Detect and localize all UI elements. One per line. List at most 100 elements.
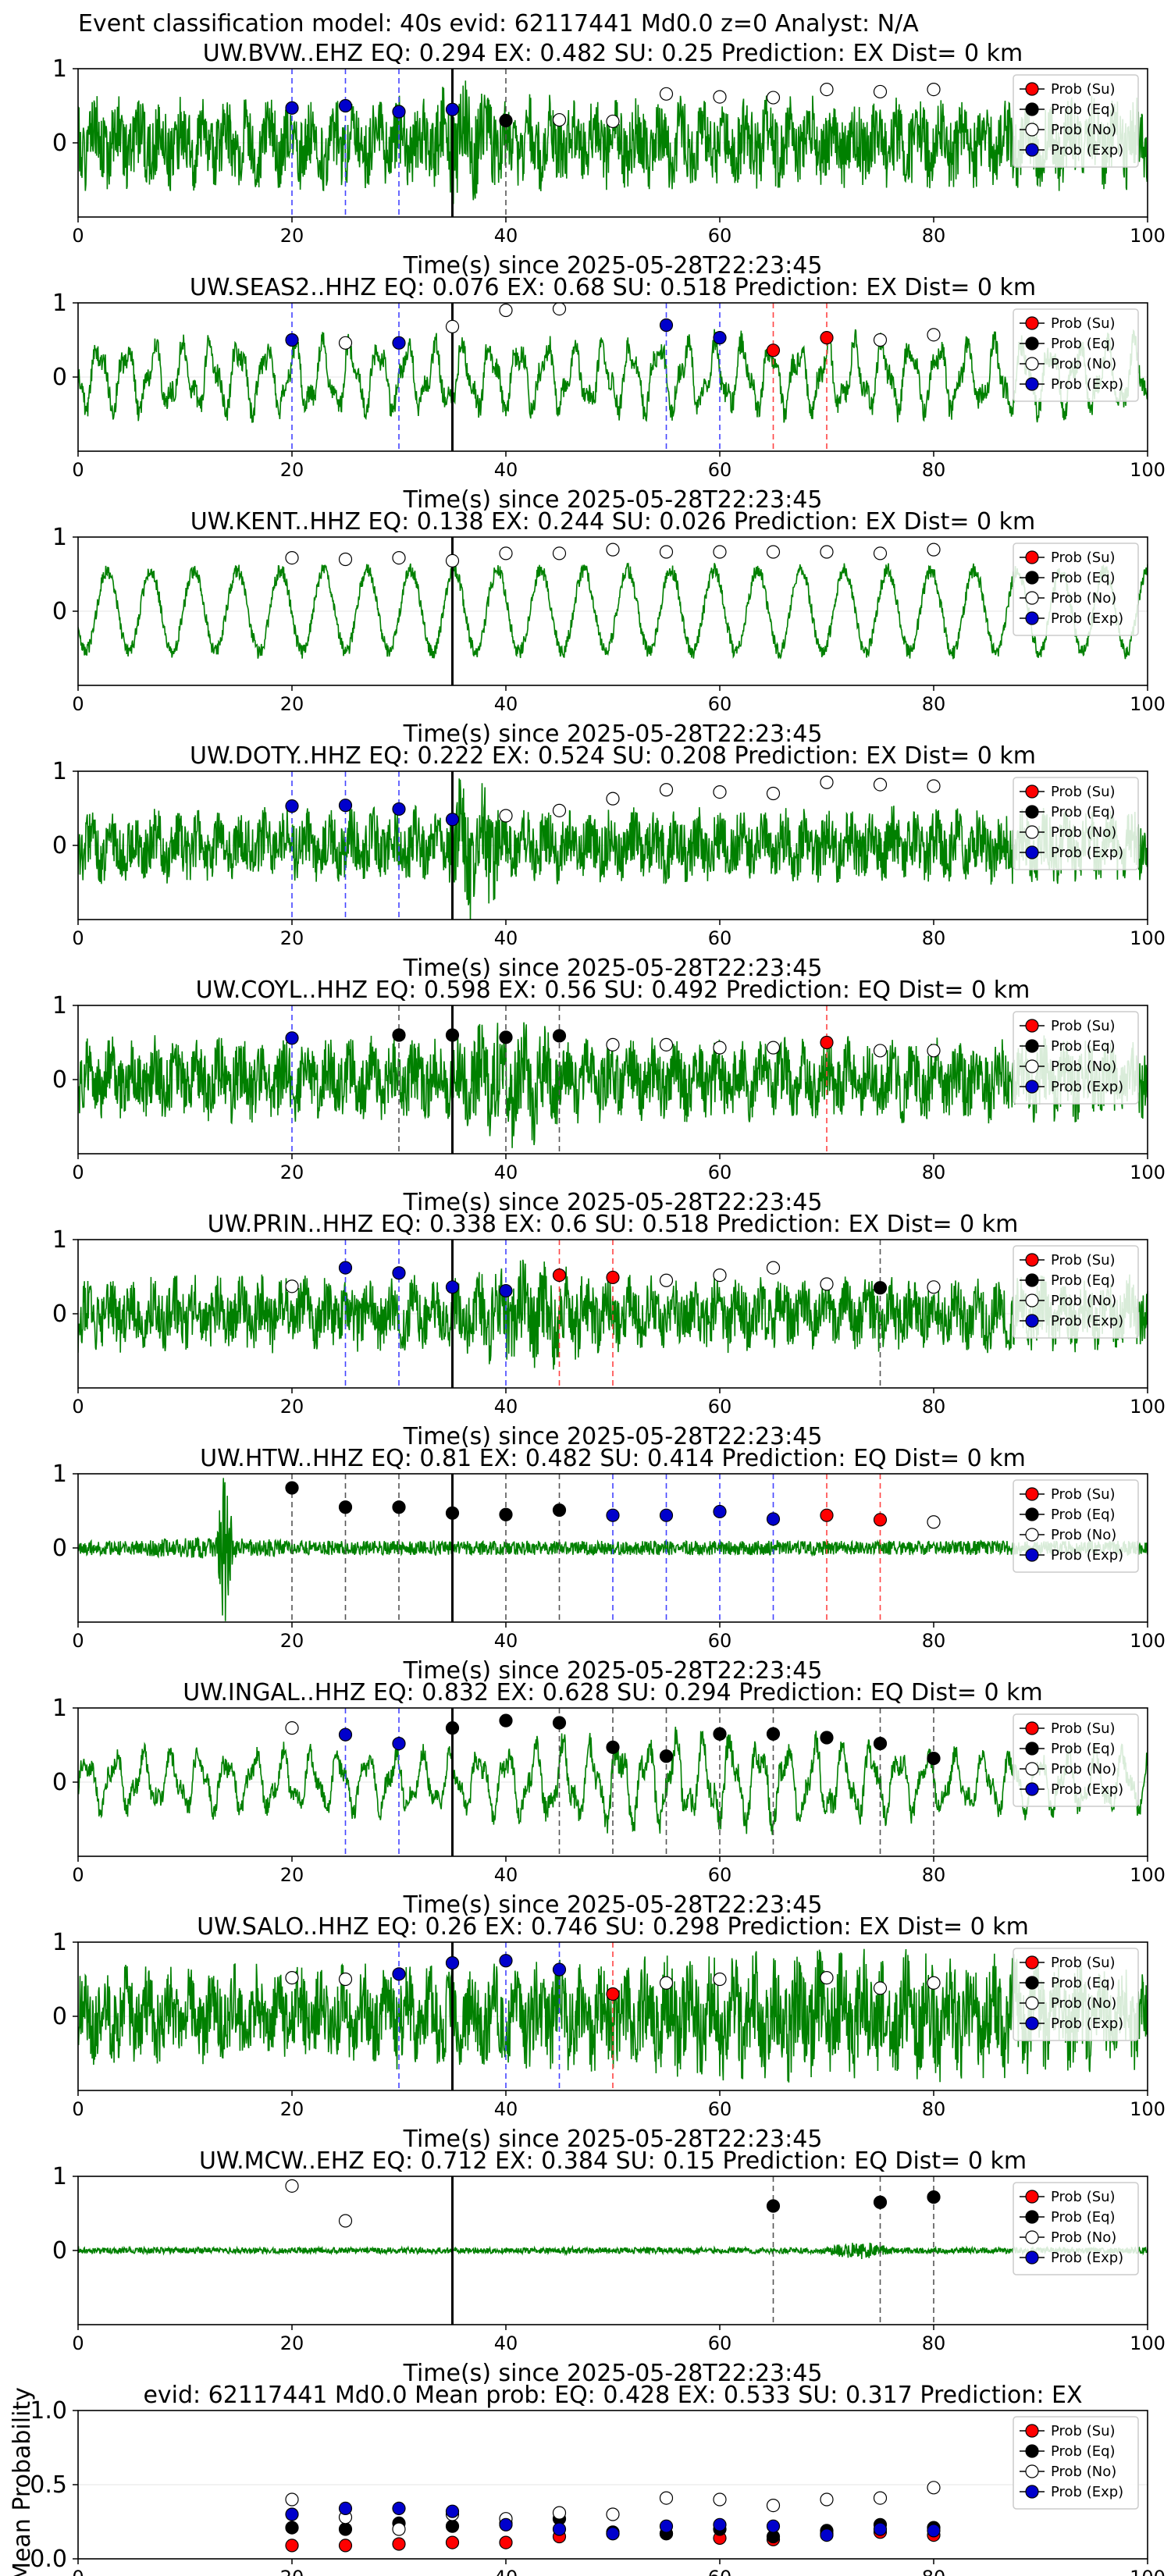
- legend-box: [1013, 2182, 1139, 2275]
- legend-label-su: Prob (Su): [1051, 1720, 1116, 1737]
- prob-point-eq: [445, 1506, 460, 1520]
- prob-point-no: [285, 1971, 299, 1985]
- legend-label-su: Prob (Su): [1051, 81, 1116, 98]
- x-axis-label: Time(s) since 2025-05-28T22:23:45: [403, 1657, 823, 1685]
- legend-marker-eq: [1025, 1507, 1039, 1521]
- plot-area: [78, 1708, 1148, 1856]
- prob-point-exp: [713, 331, 727, 345]
- xtick-label: 20: [280, 459, 304, 481]
- prob-point-exp: [392, 336, 406, 350]
- mean-point-eq: [445, 2519, 460, 2533]
- legend-marker-eq: [1025, 1976, 1039, 1990]
- prob-point-no: [820, 1277, 834, 1291]
- mean-point-exp: [445, 2504, 460, 2518]
- ytick-label: 0: [52, 364, 67, 391]
- panel-2: UW.SEAS2..HHZ EQ: 0.076 EX: 0.68 SU: 0.5…: [52, 274, 1166, 514]
- x-axis-label: Time(s) since 2025-05-28T22:23:45: [403, 252, 823, 279]
- legend-label-eq: Prob (Eq): [1051, 570, 1116, 586]
- ytick-label: 1: [52, 2163, 67, 2190]
- legend-label-eq: Prob (Eq): [1051, 2443, 1116, 2460]
- prob-point-exp: [766, 1512, 781, 1526]
- prob-point-no: [552, 303, 567, 316]
- legend-label-exp: Prob (Exp): [1051, 2016, 1123, 2032]
- xtick-label: 60: [708, 1864, 732, 1886]
- mean-point-exp: [927, 2524, 941, 2538]
- legend-box: [1013, 1011, 1139, 1105]
- prob-point-no: [927, 779, 941, 793]
- mean-point-no: [285, 2492, 299, 2507]
- xtick-label: 0: [72, 2567, 84, 2576]
- panel-title: UW.DOTY..HHZ EQ: 0.222 EX: 0.524 SU: 0.2…: [190, 742, 1036, 770]
- panel-8: UW.INGAL..HHZ EQ: 0.832 EX: 0.628 SU: 0.…: [52, 1679, 1166, 1919]
- prob-point-no: [606, 114, 620, 129]
- axes-frame: [77, 2410, 1148, 2560]
- legend-marker-su: [1025, 1487, 1039, 1501]
- panel-title: evid: 62117441 Md0.0 Mean prob: EQ: 0.42…: [143, 2382, 1082, 2409]
- ytick-label: 1: [52, 992, 67, 1019]
- ytick-label: 0.0: [30, 2546, 67, 2573]
- panel-7: UW.HTW..HHZ EQ: 0.81 EX: 0.482 SU: 0.414…: [52, 1445, 1166, 1685]
- legend-label-eq: Prob (Eq): [1051, 1975, 1116, 1991]
- legend-box: [1013, 543, 1139, 636]
- mean-point-su: [338, 2539, 353, 2553]
- prob-point-exp: [392, 1266, 406, 1280]
- xtick-label: 80: [922, 225, 946, 247]
- ytick-label: 0: [52, 832, 67, 859]
- mean-point-su: [285, 2539, 299, 2553]
- panel-5: UW.COYL..HHZ EQ: 0.598 EX: 0.56 SU: 0.49…: [52, 977, 1166, 1216]
- xtick-label: 20: [280, 1162, 304, 1183]
- xtick-label: 20: [280, 225, 304, 247]
- prob-point-eq: [713, 1727, 727, 1741]
- mean-point-no: [820, 2492, 834, 2507]
- mean-point-exp: [873, 2522, 888, 2536]
- plot-area: [78, 2176, 1148, 2325]
- xtick-label: 0: [72, 2332, 84, 2354]
- legend-marker-su: [1025, 82, 1039, 96]
- ytick-label: 0.5: [30, 2471, 67, 2499]
- x-axis-label: Time(s) since 2025-05-28T22:23:45: [403, 486, 823, 514]
- legend-marker-no: [1025, 825, 1039, 839]
- prob-point-exp: [659, 1508, 674, 1522]
- mean-point-exp: [766, 2519, 781, 2533]
- xtick-label: 100: [1130, 2332, 1166, 2354]
- legend-label-no: Prob (No): [1051, 356, 1116, 372]
- xtick-label: 80: [922, 2332, 946, 2354]
- xtick-label: 40: [494, 2098, 518, 2120]
- xtick-label: 80: [922, 1630, 946, 1652]
- xtick-label: 40: [494, 2332, 518, 2354]
- panel-title: UW.INGAL..HHZ EQ: 0.832 EX: 0.628 SU: 0.…: [183, 1679, 1043, 1706]
- prob-point-eq: [927, 1752, 941, 1766]
- prob-point-eq: [499, 1507, 513, 1521]
- x-axis-label: Time(s) since 2025-05-28T22:23:45: [403, 720, 823, 748]
- plot-area: [78, 1942, 1148, 2090]
- prob-point-exp: [445, 813, 460, 827]
- prob-point-no: [285, 550, 299, 565]
- mean-point-eq: [285, 2521, 299, 2535]
- waveform-trace: [78, 2242, 1148, 2260]
- legend-marker-eq: [1025, 102, 1039, 116]
- xtick-label: 0: [72, 927, 84, 949]
- legend-marker-eq: [1025, 2210, 1039, 2224]
- mean-point-exp: [338, 2501, 353, 2515]
- prob-point-no: [606, 543, 620, 557]
- legend-label-no: Prob (No): [1051, 824, 1116, 841]
- xtick-label: 60: [708, 459, 732, 481]
- xtick-label: 100: [1130, 927, 1166, 949]
- prob-point-exp: [392, 1967, 406, 1981]
- prob-point-no: [927, 1515, 941, 1529]
- prob-point-no: [338, 1972, 353, 1987]
- prob-point-eq: [392, 1028, 406, 1042]
- legend-marker-su: [1025, 1721, 1039, 1735]
- xtick-label: 100: [1130, 2098, 1166, 2120]
- prob-point-no: [873, 333, 888, 347]
- panel-title: UW.BVW..EHZ EQ: 0.294 EX: 0.482 SU: 0.25…: [203, 40, 1023, 67]
- legend-marker-eq: [1025, 1742, 1039, 1756]
- prob-point-no: [713, 90, 727, 104]
- prob-point-eq: [873, 1737, 888, 1751]
- legend-marker-exp: [1025, 143, 1039, 157]
- panel-title: UW.COYL..HHZ EQ: 0.598 EX: 0.56 SU: 0.49…: [196, 977, 1030, 1004]
- plot-area: [78, 537, 1148, 685]
- prob-point-no: [606, 792, 620, 806]
- prob-point-no: [445, 319, 460, 333]
- xtick-label: 60: [708, 927, 732, 949]
